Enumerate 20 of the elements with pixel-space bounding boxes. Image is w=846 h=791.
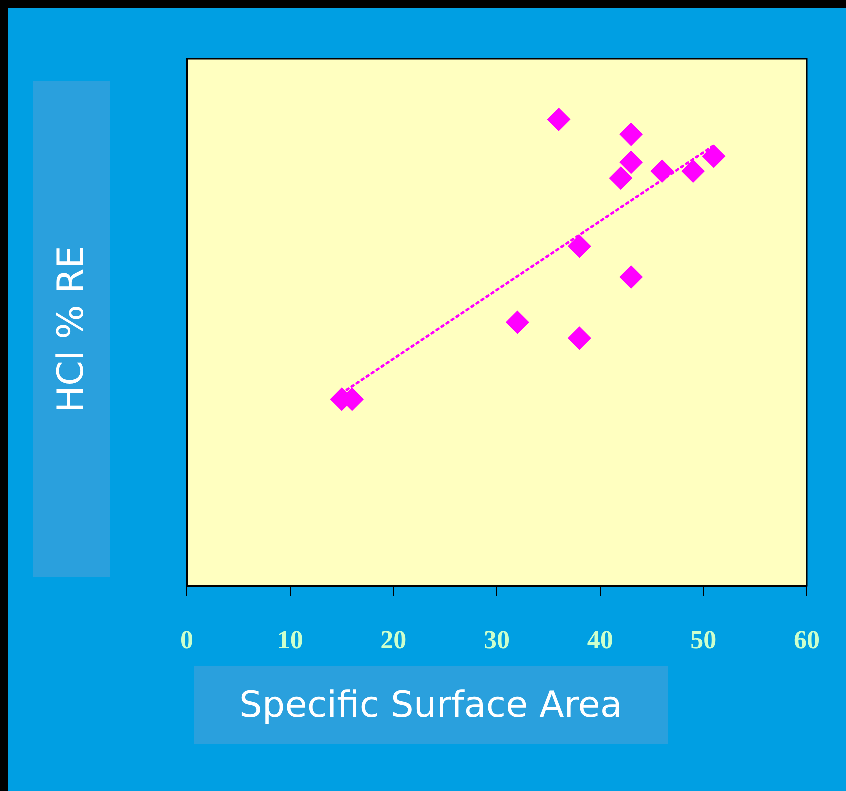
point	[568, 235, 591, 258]
point	[610, 167, 632, 190]
x-tick-label: 60	[794, 625, 820, 654]
x-axis-title: Specific Surface Area	[194, 666, 668, 744]
point	[702, 145, 726, 168]
point	[682, 160, 705, 183]
x-tick-label: 0	[180, 625, 194, 654]
point	[548, 108, 570, 131]
point	[568, 327, 591, 350]
point	[651, 160, 674, 183]
x-tick-label: 20	[380, 625, 407, 654]
point	[620, 266, 643, 289]
point	[506, 311, 529, 334]
x-tick-label: 30	[484, 625, 510, 654]
x-tick-label: 10	[277, 625, 304, 654]
point	[620, 123, 643, 146]
x-tick-label: 50	[690, 625, 717, 654]
point	[620, 151, 643, 174]
y-axis-title: HCl % RE	[51, 245, 92, 413]
x-tick-label: 40	[587, 625, 614, 654]
